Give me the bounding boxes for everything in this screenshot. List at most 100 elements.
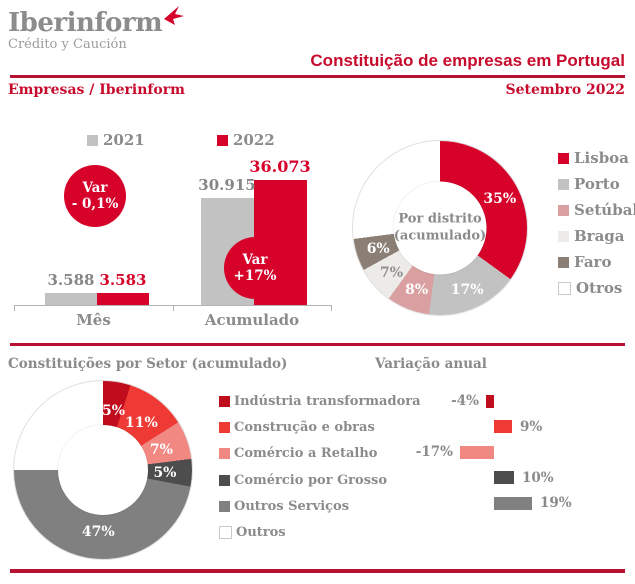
legend-label: Comércio a Retalho <box>234 446 378 462</box>
logo: Iberinform Crédito y Caución <box>8 6 185 52</box>
legend-label: 2022 <box>233 131 275 149</box>
bird-arrow-icon <box>164 6 185 25</box>
district-legend: Lisboa Porto Setúbal Braga Faro Otros <box>558 145 635 301</box>
variation-bar-label: 19% <box>540 495 572 512</box>
legend-label: Outros <box>236 525 286 541</box>
axis-tick <box>14 305 15 311</box>
donut-hole <box>58 425 148 515</box>
donut-center-line1: Por distrito <box>398 211 482 227</box>
variation-bar-label: 9% <box>520 418 543 435</box>
variation-bar-3 <box>494 471 514 485</box>
monthly-bar-chart: 2021 2022 3.588 3.583 30.915 36.073 Var … <box>0 120 340 335</box>
legend-swatch <box>558 152 569 164</box>
variation-bar-4 <box>494 496 532 510</box>
district-donut-chart: Por distrito (acumulado) 35% 17% 8% 7% 6% <box>352 140 528 316</box>
legend-item-com-rcio-por-grosso: Comércio por Grosso <box>219 467 421 493</box>
donut-segment-label: 8% <box>405 282 429 299</box>
legend-item-2021: 2021 <box>87 131 145 149</box>
donut-segment-label: 35% <box>483 191 517 208</box>
legend-label: Otros <box>576 279 623 297</box>
legend-label: Indústria transformadora <box>234 393 421 409</box>
legend-swatch <box>87 134 98 146</box>
variation-bar-label: -17% <box>415 444 453 461</box>
donut-segment-label: 6% <box>366 241 390 258</box>
variation-bar-0 <box>486 394 494 408</box>
legend-swatch <box>558 256 569 268</box>
legend-label: Lisboa <box>574 149 629 167</box>
bar-mes-2022 <box>97 292 149 305</box>
variation-badge-accumulated: Var +17% <box>224 237 286 299</box>
section-divider <box>10 343 625 346</box>
legend-swatch <box>219 474 230 486</box>
legend-item-porto: Porto <box>558 171 635 197</box>
legend-item-faro: Faro <box>558 249 635 275</box>
legend-swatch <box>558 178 569 190</box>
variation-badge-value: - 0,1% <box>71 196 119 212</box>
legend-swatch <box>219 500 230 512</box>
logo-brand: Iberinform <box>8 8 163 38</box>
bar-value-label: 30.915 <box>198 175 256 194</box>
legend-label: 2021 <box>103 131 145 149</box>
bar-value-label: 3.583 <box>99 270 147 289</box>
logo-tagline: Crédito y Caución <box>8 37 127 52</box>
donut-segment-label: 47% <box>81 523 115 540</box>
legend-swatch <box>558 281 571 295</box>
legend-item-ind-stria-transformadora: Indústria transformadora <box>219 388 421 414</box>
legend-item-2022: 2022 <box>217 131 275 149</box>
bar-mes-2021 <box>45 292 97 305</box>
bar-value-label: 36.073 <box>249 157 311 176</box>
legend-label: Comércio por Grosso <box>234 472 388 488</box>
bar-value-label: 3.588 <box>47 270 95 289</box>
report-date: Setembro 2022 <box>505 82 625 98</box>
legend-label: Construção e obras <box>234 419 375 435</box>
sector-legend: Indústria transformadora Construção e obr… <box>219 388 421 546</box>
legend-label: Outros Serviços <box>234 498 350 514</box>
donut-center-label: Por distrito (acumulado) <box>393 181 487 275</box>
legend-swatch <box>217 134 228 146</box>
legend-item-outros: Outros <box>219 519 421 545</box>
sector-donut-chart: 5% 11% 7% 5% 47% <box>13 380 193 560</box>
legend-label: Braga <box>574 227 625 245</box>
legend-swatch <box>219 421 230 433</box>
donut-segment-label: 7% <box>149 442 173 459</box>
axis-tick <box>173 305 174 311</box>
variation-chart-title: Variação anual <box>375 356 487 372</box>
legend-item-com-rcio-a-retalho: Comércio a Retalho <box>219 441 421 467</box>
legend-label: Porto <box>574 175 620 193</box>
variation-bar-2 <box>460 445 494 459</box>
category-label-mes: Mês <box>76 311 111 329</box>
variation-badge-month: Var - 0,1% <box>64 165 126 227</box>
variation-badge-text: Var <box>82 179 108 196</box>
donut-segment-label: 5% <box>102 402 126 419</box>
legend-item-outros-servi-os: Outros Serviços <box>219 493 421 519</box>
legend-item-lisboa: Lisboa <box>558 145 635 171</box>
legend-swatch <box>219 448 230 460</box>
legend-item-constru-o-e-obras: Construção e obras <box>219 414 421 440</box>
header-divider <box>10 75 625 78</box>
legend-item-set-bal: Setúbal <box>558 197 635 223</box>
donut-center-line2: (acumulado) <box>393 228 487 243</box>
legend-item-otros: Otros <box>558 275 635 301</box>
legend-label: Setúbal <box>574 201 635 219</box>
report-breadcrumb: Empresas / Iberinform <box>8 82 185 98</box>
footer-divider <box>10 569 625 573</box>
donut-segment-label: 17% <box>450 281 484 298</box>
legend-swatch <box>219 395 230 407</box>
legend-swatch <box>219 526 232 540</box>
annual-variation-chart: -4% 9% -17% 10% 19% <box>380 388 635 518</box>
variation-bar-label: -4% <box>451 393 479 409</box>
legend-item-braga: Braga <box>558 223 635 249</box>
sector-chart-title: Constituições por Setor (acumulado) <box>8 356 288 372</box>
variation-badge-value: +17% <box>233 268 277 284</box>
donut-segment-label: 7% <box>379 264 404 281</box>
legend-label: Faro <box>574 253 612 271</box>
axis-tick <box>331 305 332 311</box>
donut-segment-label: 11% <box>124 414 158 431</box>
donut-segment-label: 5% <box>153 464 177 481</box>
category-label-acumulado: Acumulado <box>204 311 300 329</box>
variation-bar-label: 10% <box>522 469 554 486</box>
x-axis <box>14 305 331 306</box>
legend-swatch <box>558 230 569 242</box>
legend-swatch <box>558 204 569 216</box>
